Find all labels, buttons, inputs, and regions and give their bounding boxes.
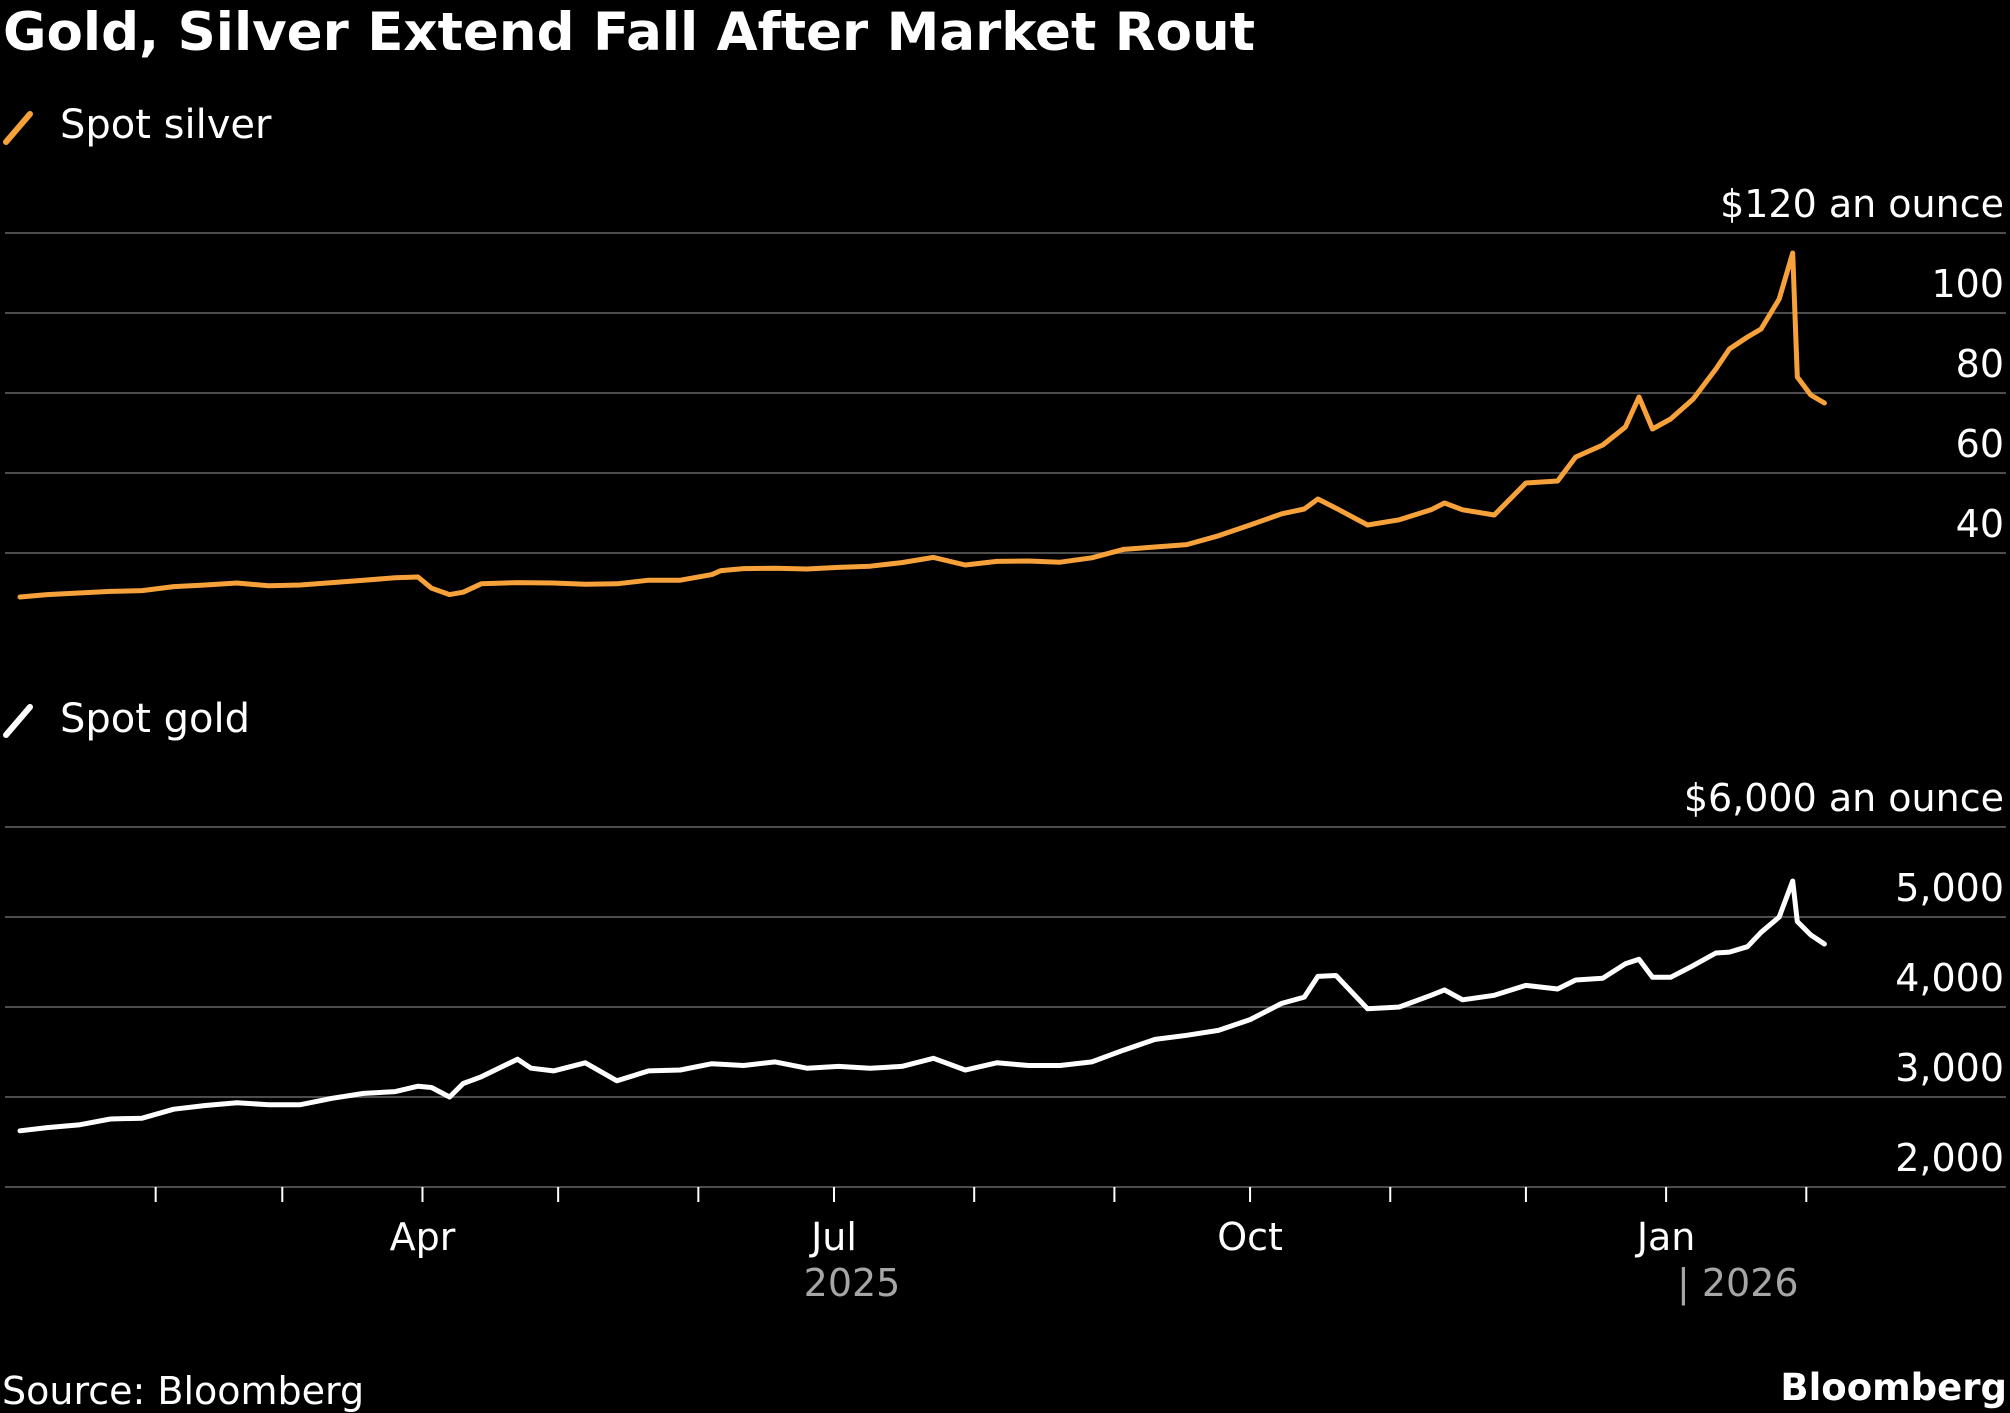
bloomberg-logo: Bloomberg — [1780, 1366, 2007, 1409]
y-tick-label: $6,000 an ounce — [1684, 776, 2004, 820]
x-axis: Apr Jul Oct Jan 2025 | 2026 — [154, 1187, 1808, 1306]
y-tick-label: 80 — [1956, 342, 2004, 386]
source-note: Source: Bloomberg — [2, 1369, 364, 1413]
year-label-2025: 2025 — [804, 1261, 901, 1305]
y-tick-label: 40 — [1956, 502, 2004, 546]
y-tick-label: 3,000 — [1895, 1046, 2004, 1090]
silver-series-line — [17, 250, 1827, 600]
gold-panel: Spot gold $6,000 an ounce 5,000 4,000 3,000… — [3, 696, 2006, 1188]
y-tick-label: $120 an ounce — [1720, 182, 2004, 226]
x-tick-label: Apr — [390, 1215, 456, 1259]
gold-legend: Spot gold — [3, 696, 250, 742]
silver-panel: Spot silver $120 an ounce 100 80 60 40 — [3, 102, 2006, 600]
silver-legend-swatch — [3, 111, 33, 145]
y-tick-label: 60 — [1956, 422, 2004, 466]
chart-title: Gold, Silver Extend Fall After Market Ro… — [3, 2, 1255, 63]
y-tick-label: 5,000 — [1895, 866, 2004, 910]
x-tick-label: Jul — [809, 1215, 857, 1259]
gold-legend-label: Spot gold — [60, 696, 250, 742]
silver-gridlines — [5, 232, 2006, 554]
y-tick-label: 4,000 — [1895, 956, 2004, 1000]
gold-legend-swatch — [3, 704, 33, 738]
silver-y-tick-labels: $120 an ounce 100 80 60 40 — [1720, 182, 2004, 546]
year-label-2026: | 2026 — [1677, 1261, 1799, 1306]
x-tick-label: Jan — [1635, 1215, 1696, 1259]
y-tick-label: 100 — [1931, 262, 2004, 306]
gold-y-tick-labels: $6,000 an ounce 5,000 4,000 3,000 2,000 — [1684, 776, 2004, 1180]
x-tick-label: Oct — [1217, 1215, 1283, 1259]
gold-series-line — [17, 878, 1827, 1134]
y-tick-label: 2,000 — [1895, 1136, 2004, 1180]
silver-legend-label: Spot silver — [60, 102, 272, 148]
silver-legend: Spot silver — [3, 102, 272, 148]
